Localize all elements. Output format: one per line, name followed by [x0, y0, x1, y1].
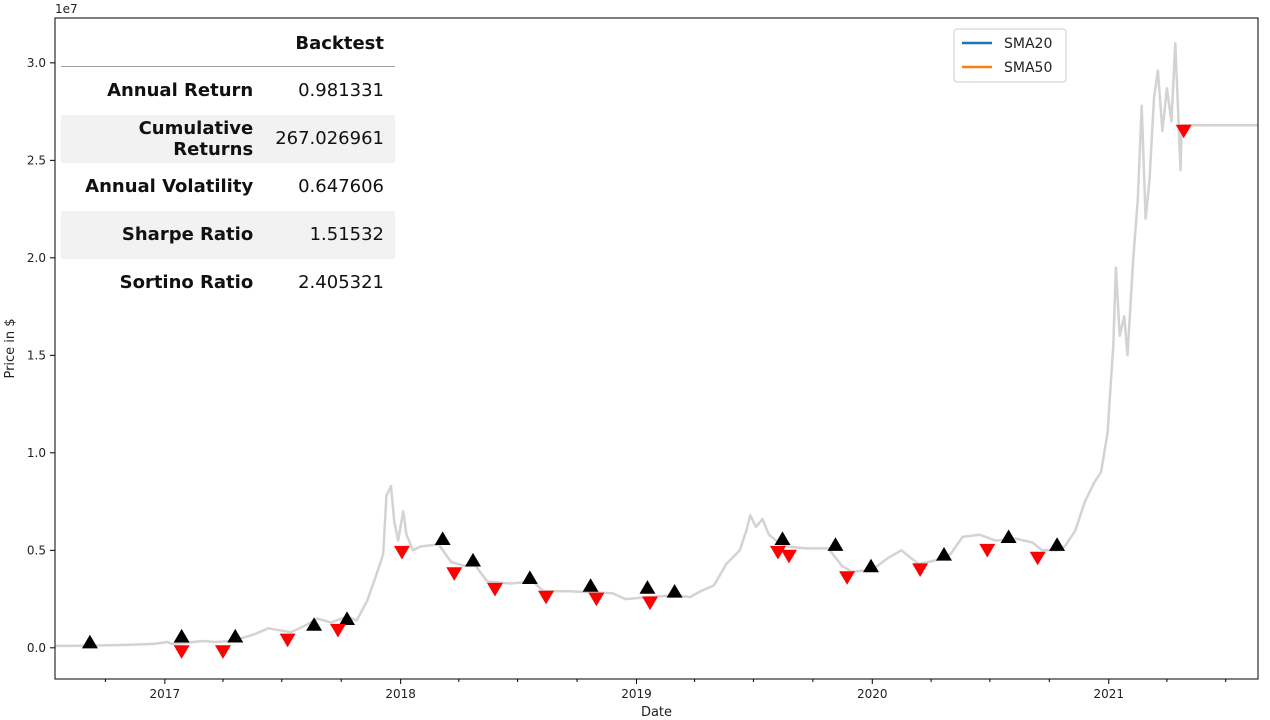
y-offset-label: 1e7: [55, 2, 78, 16]
table-row: Annual Return 0.981331: [61, 67, 395, 115]
legend-label: SMA50: [1004, 60, 1052, 76]
plot-frame: [54, 17, 1259, 680]
y-tick-label: 0.5: [27, 543, 46, 557]
buy-marker: [666, 584, 683, 598]
sell-marker: [642, 596, 659, 611]
buy-marker: [582, 578, 599, 592]
sell-marker: [780, 549, 797, 564]
y-tick-label: 1.0: [27, 446, 46, 460]
buy-marker: [639, 580, 656, 594]
metric-value: 2.405321: [298, 272, 384, 293]
buy-marker: [827, 537, 844, 551]
table-row: Sharpe Ratio 1.51532: [61, 210, 395, 259]
metric-value: 0.981331: [298, 80, 384, 102]
table-row: Cumulative Returns 267.026961: [61, 114, 395, 163]
sell-marker: [393, 545, 410, 560]
metric-value: 1.51532: [309, 224, 384, 245]
x-tick-label: 2021: [1093, 687, 1124, 701]
buy-marker: [1049, 537, 1066, 551]
backtest-table: Backtest Annual Return 0.981331 Cumulati…: [61, 20, 395, 307]
buy-marker: [862, 558, 879, 573]
sell-marker: [839, 571, 856, 585]
sell-marker: [979, 543, 996, 558]
buy-marker: [81, 634, 98, 649]
table-header-row: Backtest: [61, 20, 395, 67]
x-axis-label: Date: [641, 705, 672, 720]
y-axis-label: Price in $: [3, 318, 18, 378]
legend: SMA20 SMA50: [953, 28, 1067, 83]
buy-marker: [465, 552, 482, 567]
buy-marker: [936, 547, 953, 561]
sell-marker: [486, 582, 503, 597]
metric-label: Sortino Ratio: [119, 272, 254, 293]
metric-label: Annual Return: [107, 80, 254, 102]
y-tick-label: 3.0: [27, 56, 46, 70]
metric-value: 267.026961: [275, 128, 384, 149]
buy-marker: [339, 611, 356, 625]
sell-marker: [588, 592, 605, 607]
buy-marker: [434, 531, 451, 546]
x-tick-label: 2020: [857, 687, 888, 701]
sell-marker: [279, 633, 296, 648]
x-tick-label: 2019: [621, 687, 652, 701]
y-tick-label: 0.0: [27, 641, 46, 655]
y-tick-label: 2.5: [27, 153, 46, 167]
y-tick-label: 1.5: [27, 348, 46, 362]
buy-marker: [521, 570, 538, 585]
metric-label: Sharpe Ratio: [121, 224, 254, 245]
buy-marker: [306, 617, 323, 631]
sell-marker: [173, 645, 190, 659]
sell-marker: [214, 645, 231, 659]
buy-marker: [1000, 529, 1017, 544]
sell-marker: [446, 567, 463, 581]
sell-marker: [769, 545, 786, 560]
y-tick-label: 2.0: [27, 251, 46, 265]
table-row: Annual Volatility 0.647606: [61, 163, 395, 211]
table-row: Sortino Ratio 2.405321: [61, 259, 395, 307]
metric-label: Cumulative Returns: [138, 117, 254, 160]
sell-marker: [538, 590, 555, 605]
x-tick-label: 2018: [385, 687, 416, 701]
table-corner-cell: [61, 20, 265, 67]
legend-label: SMA20: [1004, 36, 1052, 52]
x-tick-label: 2017: [150, 687, 181, 701]
sell-marker: [1175, 124, 1192, 139]
sell-marker: [912, 563, 929, 578]
sell-marker: [1029, 551, 1046, 566]
buy-marker: [173, 628, 190, 643]
table-column-header: Backtest: [264, 20, 395, 67]
signal-markers: [81, 124, 1192, 659]
metric-value: 0.647606: [298, 176, 384, 197]
buy-marker: [774, 531, 791, 546]
metric-label: Annual Volatility: [85, 176, 254, 197]
sell-marker: [329, 623, 346, 638]
buy-marker: [227, 628, 244, 643]
